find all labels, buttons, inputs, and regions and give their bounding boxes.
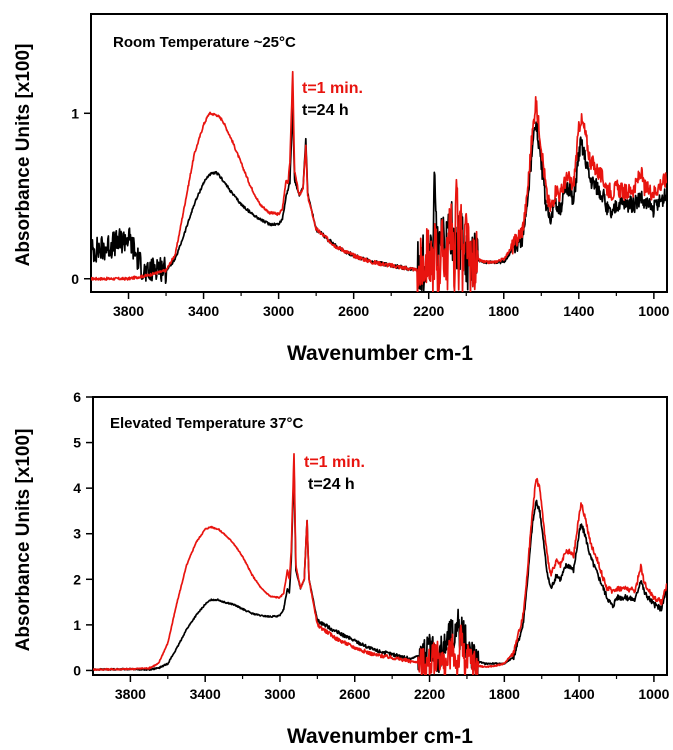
x-tick-label: 2200 [413,303,444,319]
x-axis-label: Wavenumber cm-1 [287,342,473,365]
x-tick-label: 3000 [263,303,294,319]
legend-t1min: t=1 min. [302,80,363,97]
x-tick-label: 1400 [563,303,594,319]
series-lines [91,70,667,292]
y-tick-label: 1 [71,105,79,121]
x-tick-label: 3400 [188,303,219,319]
chart-title: Elevated Temperature 37°C [110,415,303,432]
x-tick-label: 1800 [489,686,520,702]
x-tick-label: 1400 [564,686,595,702]
legend-t1min: t=1 min. [304,454,365,471]
y-tick-label: 5 [73,435,81,451]
y-tick-label: 6 [73,389,81,405]
y-tick-label: 1 [73,617,81,633]
y-axis-label: Absorbance Units [x100] [13,429,34,652]
x-tick-label: 3000 [264,686,295,702]
legend-t24h: t=24 h [302,102,349,119]
y-tick-label: 4 [73,480,81,496]
x-tick-label: 2600 [338,303,369,319]
legend-t24h: t=24 h [308,476,355,493]
y-tick-label: 2 [73,571,81,587]
series-line-t1min [91,70,667,292]
x-tick-label: 3400 [190,686,221,702]
chart-panel-elevated-temperature: Elevated Temperature 37°C Absorbance Uni… [13,389,670,748]
y-tick-label: 0 [73,662,81,678]
series-line-t24h [93,466,667,675]
x-tick-label: 3800 [115,686,146,702]
x-tick-label: 1000 [638,303,669,319]
y-tick-label: 3 [73,526,81,542]
x-tick-label: 1000 [638,686,669,702]
series-lines [93,452,667,675]
axis-ticks: 3800 3400 3000 2600 2200 1800 1400 1000 0 1 2 3 4 5 6 [73,389,669,702]
x-tick-label: 3800 [113,303,144,319]
y-axis-label: Absorbance Units [x100] [13,44,34,267]
chart-title: Room Temperature ~25°C [113,34,296,51]
axis-ticks: 3800 3400 3000 2600 2200 1800 1400 1000 0 1 [71,105,669,319]
x-tick-label: 2600 [339,686,370,702]
plot-frame [90,13,668,293]
chart-panel-room-temperature: Room Temperature ~25°C Absorbance Units … [13,13,670,365]
plot-frame [92,396,668,676]
x-tick-label: 2200 [414,686,445,702]
x-tick-label: 1800 [488,303,519,319]
y-tick-label: 0 [71,271,79,287]
series-line-t1min [93,452,667,675]
x-axis-label: Wavenumber cm-1 [287,725,473,748]
